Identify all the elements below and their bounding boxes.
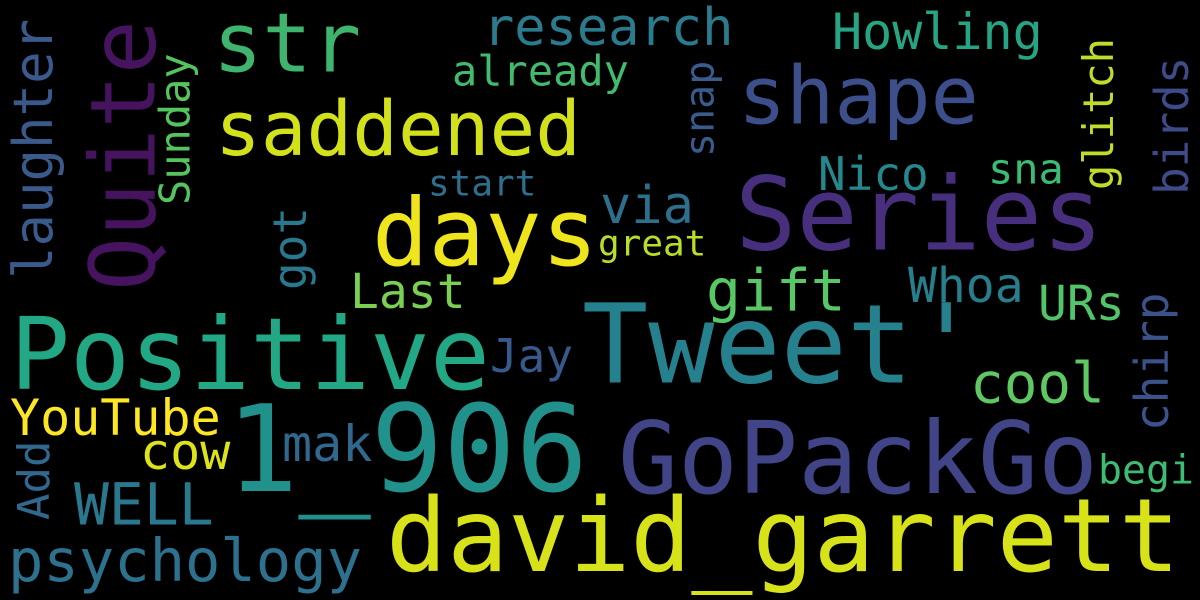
word-got: got bbox=[263, 206, 318, 290]
word-snap: snap bbox=[676, 60, 724, 158]
word-positive: Positive bbox=[10, 297, 490, 414]
word-cool: cool bbox=[970, 350, 1105, 416]
word-tweet: Tweet' bbox=[582, 280, 980, 409]
word-nico: Nico bbox=[818, 147, 929, 202]
word-psychology: psychology bbox=[8, 525, 362, 595]
word-start: start bbox=[428, 162, 537, 205]
word-urs: URs bbox=[1038, 275, 1125, 332]
word-cow: cow bbox=[140, 423, 231, 482]
word-whoa: Whoa bbox=[908, 257, 1024, 314]
word-shape: shape bbox=[738, 48, 979, 143]
word-sna: sna bbox=[988, 145, 1064, 195]
word-via: via bbox=[600, 174, 694, 236]
word-str: str bbox=[213, 0, 362, 92]
word-saddened: saddened bbox=[215, 85, 581, 175]
word-1906: 1_906 bbox=[226, 378, 588, 520]
word-jay: Jay bbox=[490, 329, 574, 384]
word-howling: Howling bbox=[832, 3, 1043, 62]
word-gopackgo: GoPackGo bbox=[618, 400, 1098, 517]
word-series: Series bbox=[735, 154, 1104, 274]
word-days: days bbox=[372, 178, 598, 288]
word-great: great bbox=[598, 222, 707, 265]
word-add: Add bbox=[7, 440, 60, 520]
word-chirp: chirp bbox=[1125, 292, 1180, 432]
word-david-garrett: david_garrett bbox=[386, 478, 1180, 597]
word-last: Last bbox=[350, 263, 466, 320]
word-sunday: Sunday bbox=[151, 53, 201, 205]
word-birds: birds bbox=[1145, 56, 1200, 196]
word-laughter: laughter bbox=[2, 18, 66, 280]
word-research: research bbox=[483, 0, 734, 58]
word-already: already bbox=[452, 47, 629, 97]
word-gift: gift bbox=[706, 256, 846, 325]
word-mak: mak bbox=[282, 415, 373, 474]
word-well: WELL bbox=[74, 470, 214, 539]
word-begi: begi bbox=[1098, 446, 1194, 493]
word-youtube: YouTube bbox=[10, 389, 221, 448]
